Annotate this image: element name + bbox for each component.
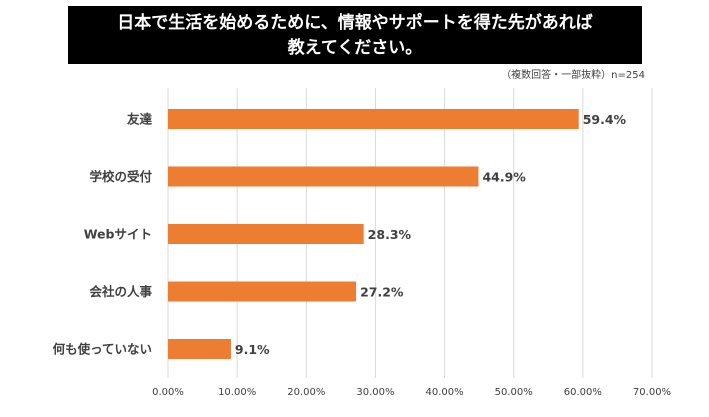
bar	[168, 109, 579, 129]
category-label: 会社の人事	[89, 284, 152, 299]
chart-title-box: 日本で生活を始めるために、情報やサポートを得た先があれば 教えてください。	[68, 6, 642, 64]
x-tick-label: 60.00%	[564, 387, 602, 398]
data-label: 28.3%	[368, 227, 412, 242]
data-label: 27.2%	[360, 285, 404, 300]
x-tick-label: 20.00%	[287, 387, 325, 398]
x-tick-label: 50.00%	[495, 387, 533, 398]
bar	[168, 224, 364, 244]
category-label: 学校の受付	[89, 169, 152, 184]
category-label: 何も使っていない	[53, 342, 152, 357]
sample-note: （複数回答・一部抜粋）n=254	[501, 70, 645, 81]
chart-title-line-1: 日本で生活を始めるために、情報やサポートを得た先があれば	[117, 13, 593, 33]
bar	[168, 281, 357, 302]
data-label: 44.9%	[482, 170, 526, 185]
bar	[168, 339, 231, 359]
x-tick-label: 0.00%	[152, 387, 184, 398]
data-label: 9.1%	[235, 342, 270, 357]
category-label: 友達	[126, 112, 153, 127]
chart-title-line-2: 教えてください。	[287, 38, 423, 58]
x-tick-label: 40.00%	[426, 387, 464, 398]
category-label: Webサイト	[84, 227, 152, 242]
bar	[168, 166, 479, 187]
x-tick-label: 10.00%	[218, 387, 256, 398]
x-tick-label: 30.00%	[356, 387, 394, 398]
data-label: 59.4%	[583, 112, 627, 127]
x-tick-label: 70.00%	[633, 387, 671, 398]
